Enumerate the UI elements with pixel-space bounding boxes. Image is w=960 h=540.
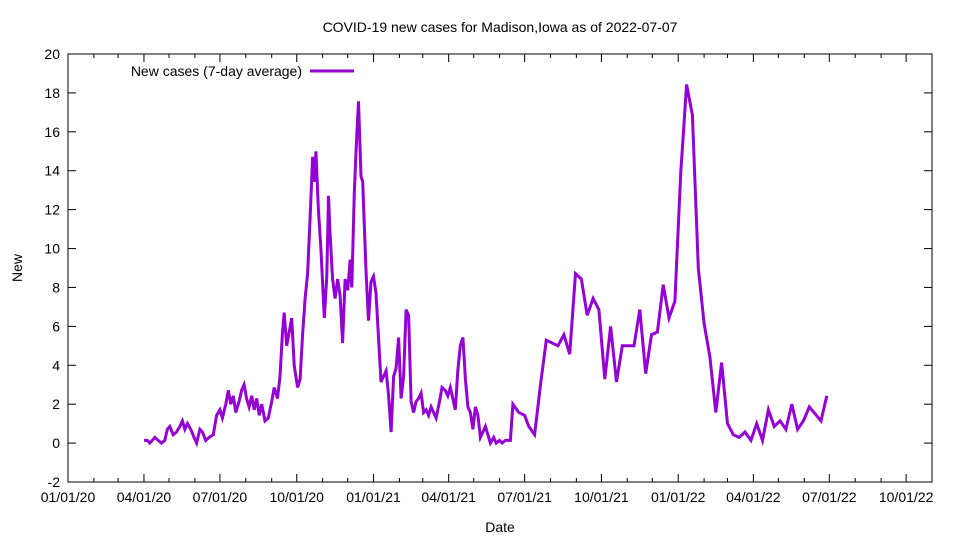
chart-title: COVID-19 new cases for Madison,Iowa as o… — [323, 19, 678, 35]
y-tick-label: 18 — [44, 85, 60, 101]
y-tick-label: 12 — [44, 202, 60, 218]
y-tick-label: 6 — [52, 318, 60, 334]
x-tick-label: 07/01/20 — [193, 489, 248, 505]
y-tick-label: 8 — [52, 279, 60, 295]
y-tick-label: 0 — [52, 435, 60, 451]
y-tick-label: 14 — [44, 163, 60, 179]
legend: New cases (7-day average) — [131, 63, 354, 79]
series-line-new-cases — [144, 84, 829, 448]
x-tick-label: 10/01/21 — [574, 489, 629, 505]
axis-tick-labels: -2 0 2 4 6 8 10 12 14 16 18 20 01/01/20 04/01/20 07/01… — [41, 46, 934, 505]
y-axis-label: New — [9, 253, 25, 282]
plot-frame — [67, 53, 933, 483]
y-tick-label: 4 — [52, 357, 60, 373]
x-tick-label: 07/01/21 — [497, 489, 552, 505]
legend-label: New cases (7-day average) — [131, 63, 302, 79]
x-tick-label: 04/01/21 — [421, 489, 476, 505]
x-tick-label: 01/01/21 — [346, 489, 401, 505]
x-tick-label: 10/01/22 — [879, 489, 934, 505]
y-tick-label: 20 — [44, 46, 60, 62]
y-tick-label: 10 — [44, 241, 60, 257]
x-tick-label: 07/01/22 — [802, 489, 857, 505]
x-tick-label: 04/01/22 — [726, 489, 781, 505]
x-axis-label: Date — [485, 519, 515, 535]
x-tick-label: 04/01/20 — [117, 489, 172, 505]
y-tick-label: 16 — [44, 124, 60, 140]
x-tick-label: 10/01/20 — [269, 489, 324, 505]
axis-ticks — [67, 53, 932, 483]
x-tick-label: 01/01/20 — [41, 489, 96, 505]
y-tick-label: -2 — [48, 474, 61, 490]
y-tick-label: 2 — [52, 396, 60, 412]
x-tick-label: 01/01/22 — [651, 489, 706, 505]
